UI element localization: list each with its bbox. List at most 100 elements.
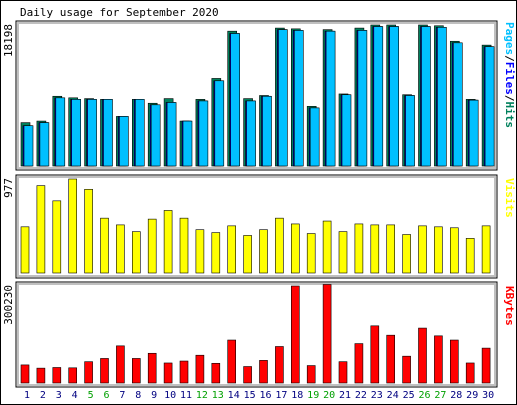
bar-kbytes: [418, 327, 427, 384]
x-tick-label: 8: [135, 390, 141, 401]
legend-visits: Visits: [503, 178, 516, 218]
bar-kbytes: [195, 354, 205, 384]
x-tick-label: 22: [355, 390, 367, 401]
legend-item: /: [503, 55, 516, 62]
bar-visits: [132, 231, 141, 274]
x-tick-label: 11: [180, 390, 192, 401]
bar-visits: [163, 210, 173, 274]
bar-visits: [290, 223, 300, 274]
bar-visits: [322, 220, 332, 274]
bar-kbytes: [68, 367, 77, 384]
bar-kbytes: [36, 367, 46, 384]
bar-pages: [135, 99, 145, 167]
bar-pages: [357, 30, 368, 167]
bar-pages: [405, 95, 415, 167]
panel-kbytes: 300230 KBytes: [2, 281, 516, 388]
panel-visits: 977 Visits: [2, 174, 516, 279]
bar-pages: [246, 100, 256, 167]
bar-visits: [195, 229, 205, 274]
bar-visits: [402, 234, 411, 274]
bar-visits: [116, 224, 125, 274]
x-tick-label: 9: [151, 390, 157, 401]
bar-kbytes: [338, 361, 348, 384]
bar-kbytes: [434, 335, 443, 384]
x-tick-label: 3: [56, 390, 62, 401]
bar-kbytes: [100, 358, 109, 384]
bar-kbytes: [243, 366, 252, 384]
x-tick-label: 29: [466, 390, 478, 401]
bars-visits: [20, 178, 491, 274]
bar-visits: [68, 178, 77, 274]
bar-visits: [481, 225, 491, 274]
bar-pages: [214, 80, 225, 167]
x-tick-label: 20: [323, 390, 335, 401]
bar-pages: [437, 27, 447, 167]
bars-hits-files-pages: [20, 24, 495, 167]
bar-pages: [198, 100, 209, 167]
bar-kbytes: [227, 339, 236, 384]
panel-max-label-visits: 977: [2, 178, 15, 198]
bar-visits: [306, 233, 316, 274]
bar-kbytes: [259, 360, 268, 384]
x-tick-label: 18: [291, 390, 303, 401]
bar-pages: [87, 99, 97, 167]
bar-visits: [147, 218, 157, 274]
legend-kbytes: KBytes: [503, 286, 516, 326]
bar-kbytes: [84, 361, 93, 384]
bar-visits: [370, 224, 380, 274]
bar-pages: [325, 30, 336, 167]
bar-pages: [293, 30, 304, 167]
legend-item: /: [503, 95, 516, 102]
bar-kbytes: [20, 364, 30, 384]
x-tick-label: 17: [275, 390, 287, 401]
panel-hits-files-pages: 18198 Pages/Files/Hits: [2, 20, 516, 171]
bar-visits: [259, 229, 268, 274]
x-tick-label: 6: [103, 390, 109, 401]
bar-pages: [309, 107, 320, 167]
bar-pages: [373, 26, 384, 167]
x-tick-label: 15: [244, 390, 256, 401]
bar-pages: [452, 42, 463, 167]
x-tick-label: 14: [228, 390, 240, 401]
legend-item: Pages: [503, 22, 516, 55]
bars-kbytes: [20, 284, 491, 384]
x-tick-label: 26: [418, 390, 430, 401]
bar-visits: [179, 217, 189, 274]
bar-visits: [36, 185, 46, 274]
bar-pages: [119, 116, 129, 167]
bar-visits: [227, 225, 236, 274]
bar-kbytes: [322, 284, 332, 384]
x-axis-day-labels: 1 2 3 4 5 6 7 8 9 10 11 12 13 14 15 16 17 18 19 20 21 22 23 24 2…: [24, 390, 494, 401]
bar-kbytes: [211, 362, 221, 384]
x-tick-label: 19: [307, 390, 319, 401]
bar-pages: [484, 46, 495, 167]
bar-pages: [278, 29, 288, 167]
bar-kbytes: [449, 339, 459, 384]
x-tick-label: 13: [212, 390, 224, 401]
bar-visits: [354, 223, 364, 274]
bar-visits: [386, 224, 396, 274]
bar-visits: [211, 232, 221, 274]
bar-pages: [341, 94, 352, 167]
x-tick-label: 10: [164, 390, 176, 401]
legend-item: Visits: [503, 178, 516, 218]
x-tick-label: 1: [24, 390, 30, 401]
bar-kbytes: [370, 325, 380, 384]
bar-visits: [20, 226, 30, 274]
bar-pages: [262, 95, 272, 167]
panel-inner-kbytes: [17, 283, 496, 386]
x-tick-label: 4: [72, 390, 78, 401]
bar-pages: [468, 99, 479, 167]
bar-visits: [434, 226, 443, 274]
bar-kbytes: [147, 352, 157, 384]
bar-kbytes: [465, 362, 475, 384]
panel-frame-hits: [15, 20, 498, 171]
bar-visits: [84, 188, 93, 274]
bar-kbytes: [163, 362, 173, 384]
legend-item: KBytes: [503, 286, 516, 326]
x-tick-label: 30: [482, 390, 494, 401]
bar-visits: [338, 231, 348, 274]
bar-visits: [275, 217, 284, 274]
legend-item: Files: [503, 62, 516, 95]
